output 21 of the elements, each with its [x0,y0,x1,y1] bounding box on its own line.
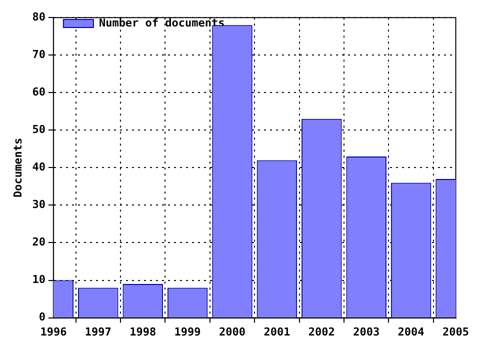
x-tick-label: 1999 [174,325,201,338]
y-tick-label: 20 [32,236,46,249]
y-tick-label: 30 [32,198,46,212]
x-tick-label: 1997 [84,325,112,338]
x-tick-label: 2004 [398,325,425,338]
y-tick-label: 40 [32,160,46,174]
y-tick-label: 50 [32,123,46,136]
y-tick-label: 10 [32,273,46,286]
x-tick-label: 2003 [353,325,380,338]
x-tick-label: 2005 [442,325,470,338]
x-tick-label: 1996 [40,325,68,338]
y-tick-label: 70 [32,48,46,61]
y-tick-label: 60 [32,86,46,99]
y-tick-label: 0 [38,310,46,324]
y-tick-label: 80 [32,10,46,24]
x-tick-label: 2002 [308,325,335,338]
x-tick-label: 1998 [130,325,156,338]
y-axis-title: Documents [11,138,24,198]
legend-label: Number of documents [98,16,225,30]
x-tick-label: 2001 [264,325,291,338]
x-tick-label: 2000 [219,325,246,338]
